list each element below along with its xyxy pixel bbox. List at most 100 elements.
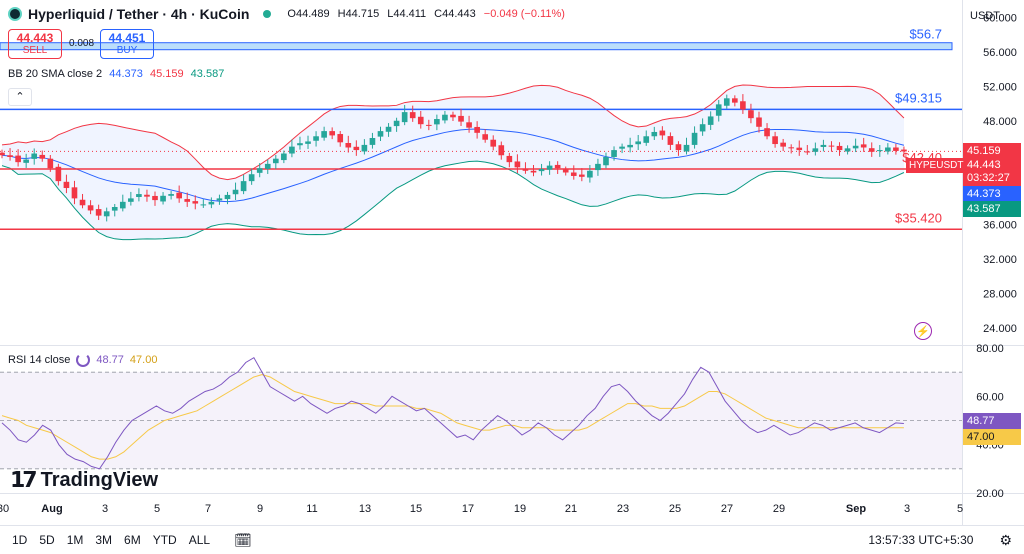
bottom-toolbar: 1D 5D 1M 3M 6M YTD ALL 🗓 13:57:33 UTC+5:… [0,525,1024,554]
date-tick-label: 25 [669,503,681,515]
date-tick-label: 7 [205,503,211,515]
currency-selector[interactable]: USDT [970,10,1000,22]
sell-button[interactable]: 44.443 SELL [8,29,62,59]
close-value: C44.443 [434,8,476,20]
candle-body [885,147,891,152]
candle-body [369,138,376,145]
tf-1m[interactable]: 1M [66,533,84,547]
candle-body [281,153,287,161]
tf-ytd[interactable]: YTD [152,533,177,547]
rsi-value: 48.77 [96,354,124,366]
candle-body [732,98,738,103]
candle-body [216,198,223,201]
candle-body [667,136,674,145]
candle-body [796,147,803,151]
calendar-icon[interactable]: 🗓 [234,531,252,548]
candle-body [603,156,609,166]
date-tick-label: 30 [0,503,9,515]
candle-body [651,131,658,137]
high-value: H44.715 [337,8,380,20]
rsi-tick-label: 80.00 [976,343,1004,355]
bb-label: BB 20 SMA close 2 [8,68,103,80]
candle-body [256,168,263,173]
countdown: 03:32:27 [967,172,1010,184]
candle-body [788,147,795,149]
candle-body [635,141,642,145]
candle-body [87,205,94,211]
logo-text: TradingView [40,468,159,491]
candle-body [425,124,432,126]
candle-body [152,195,158,201]
candle-body [111,207,118,211]
bb-fill [2,85,904,240]
candle-body [160,195,166,202]
date-tick-label: 17 [462,503,474,515]
candle-body [901,149,907,152]
candle-body [579,174,585,177]
resistance-zone [0,42,953,51]
candle-body [192,201,199,204]
candle-body [876,150,883,152]
chart-header: Hyperliquid / Tether · 4h · KuCoin O44.4… [8,6,565,22]
candle-body [377,131,384,137]
candle-body [55,166,62,182]
candle-body [264,163,271,169]
date-tick-label: Sep [846,503,866,515]
tf-all[interactable]: ALL [188,533,211,547]
bb-legend[interactable]: BB 20 SMA close 2 44.373 45.159 43.587 [8,68,224,80]
candle-body [79,199,86,206]
candle-body [353,146,360,151]
tf-1d[interactable]: 1D [12,533,28,547]
last-price-tag: 44.443 03:32:27 [963,158,1021,186]
bb-lower-line [1,160,905,241]
buy-button[interactable]: 44.451 BUY [100,29,154,59]
candle-body [15,155,21,163]
candle-body [836,145,843,151]
tf-3m[interactable]: 3M [95,533,113,547]
candle-body [409,112,416,119]
collapse-legend-button[interactable]: ⌃ [8,88,32,106]
level-label: $35.420 [895,210,942,225]
date-tick-label: 23 [617,503,629,515]
date-tick-label: 29 [773,503,785,515]
clock: 13:57:33 UTC+5:30 [868,533,974,547]
candle-body [893,147,899,151]
last-price: 44.443 [967,159,1001,171]
candle-body [31,153,38,159]
candle-body [136,194,142,197]
candle-body [345,143,352,148]
rsi-ma-value: 47.00 [129,354,158,366]
candle-body [95,209,102,216]
candle-body [71,187,78,199]
candle-body [852,145,859,149]
lightning-icon[interactable]: ⚡ [914,322,932,340]
rsi-legend[interactable]: RSI 14 close 48.77 47.00 [8,353,157,367]
candle-body [570,172,577,176]
rsi-tick-label: 60.00 [976,391,1004,403]
tf-5d[interactable]: 5D [39,533,55,547]
price-tick-label: 48.000 [983,116,1017,128]
bb-basis-line [1,128,905,203]
candle-body [313,136,319,141]
gear-icon[interactable]: ⚙ [999,531,1012,548]
candle-body [820,144,827,147]
candle-body [715,104,722,116]
candle-body [490,139,497,147]
tf-6m[interactable]: 6M [124,533,141,547]
candle-body [321,131,327,138]
candle-body [474,126,480,133]
symbol-title[interactable]: Hyperliquid / Tether · 4h · KuCoin [28,6,250,22]
date-tick-label: 13 [359,503,371,515]
candle-body [828,145,835,147]
candle-body [780,142,786,147]
tv-icon: 𝟭𝟳 [10,467,38,492]
date-tick-label: 5 [957,503,963,515]
candle-body [248,174,255,182]
date-tick-label: Aug [41,503,62,515]
date-tick-label: 27 [721,503,733,515]
candle-body [385,126,392,132]
candle-body [748,110,754,119]
bb-upper-line [1,84,905,181]
candle-body [329,131,335,136]
